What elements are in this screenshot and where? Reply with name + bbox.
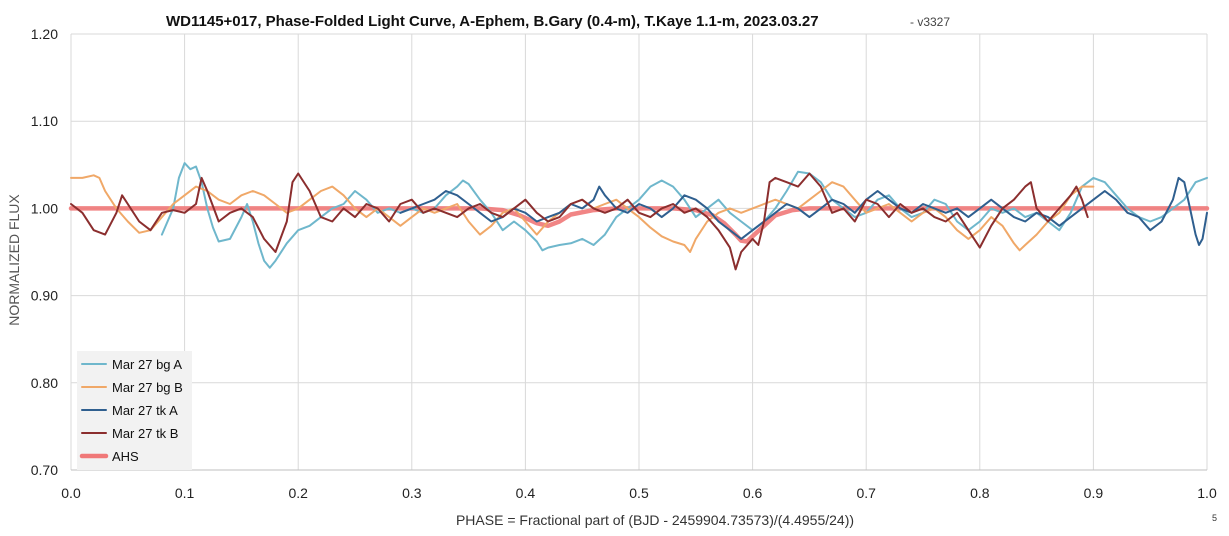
x-tick-label: 0.6 — [743, 485, 763, 501]
x-tick-label: 0.1 — [175, 485, 195, 501]
x-tick-label: 0.4 — [516, 485, 536, 501]
series-line-mar-27-bg-a — [160, 162, 1208, 269]
legend-entry: Mar 27 bg A — [112, 357, 182, 372]
corner-note: 5 — [1212, 513, 1217, 523]
x-tick-label: 1.0 — [1197, 485, 1217, 501]
x-tick-label: 0.9 — [1084, 485, 1104, 501]
x-axis-label: PHASE = Fractional part of (BJD - 245990… — [456, 512, 854, 528]
x-tick-label: 0.7 — [856, 485, 876, 501]
legend-entry: AHS — [112, 449, 139, 464]
x-tick-label: 0.0 — [61, 485, 81, 501]
series-line-ahs — [68, 206, 1210, 244]
y-axis: 0.70 0.80 0.90 1.00 1.10 1.20 — [31, 26, 58, 478]
gridlines — [70, 33, 1208, 471]
x-tick-label: 0.5 — [629, 485, 649, 501]
y-tick-label: 1.20 — [31, 26, 58, 42]
legend-entry: Mar 27 tk B — [112, 426, 178, 441]
chart-title: WD1145+017, Phase-Folded Light Curve, A-… — [166, 13, 950, 30]
series-line-mar-27-tk-b — [70, 172, 1089, 271]
x-tick-label: 0.3 — [402, 485, 422, 501]
y-tick-label: 1.10 — [31, 113, 58, 129]
y-tick-label: 0.70 — [31, 462, 58, 478]
y-tick-label: 1.00 — [31, 200, 58, 216]
legend: Mar 27 bg A Mar 27 bg B Mar 27 tk A Mar 27 … — [77, 351, 192, 470]
y-axis-label: NORMALIZED FLUX — [6, 194, 22, 326]
legend-entry: Mar 27 bg B — [112, 380, 183, 395]
x-axis: 0.0 0.1 0.2 0.3 0.4 0.5 0.6 0.7 0.8 0.9 1.0 — [61, 485, 1217, 501]
y-tick-label: 0.90 — [31, 288, 58, 304]
chart-subtitle: - v3327 — [910, 15, 950, 29]
legend-entry: Mar 27 tk A — [112, 403, 178, 418]
x-tick-label: 0.8 — [970, 485, 990, 501]
x-tick-label: 0.2 — [288, 485, 308, 501]
y-tick-label: 0.80 — [31, 375, 58, 391]
chart-title-text: WD1145+017, Phase-Folded Light Curve, A-… — [166, 13, 819, 30]
series-layer — [68, 162, 1210, 271]
